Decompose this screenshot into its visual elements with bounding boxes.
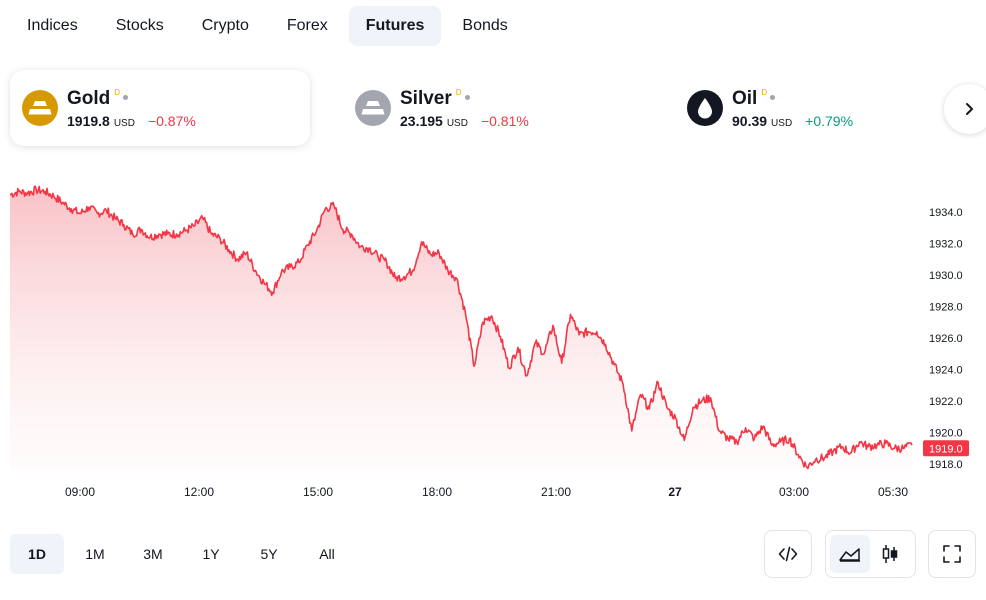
symbol-change: −0.87%	[147, 113, 196, 129]
y-tick-label: 1920.0	[929, 428, 963, 440]
range-selector: 1D 1M 3M 1Y 5Y All	[10, 534, 358, 574]
symbol-currency: USD	[771, 118, 793, 129]
code-icon	[778, 546, 798, 562]
symbol-card-gold[interactable]: Gold D 1919.8 USD −0.87%	[10, 70, 310, 146]
tab-stocks[interactable]: Stocks	[115, 17, 164, 34]
symbol-currency: USD	[113, 118, 135, 129]
x-tick-label: 09:00	[65, 485, 95, 499]
tab-futures[interactable]: Futures	[348, 6, 442, 46]
y-tick-label: 1928.0	[929, 302, 963, 314]
silver-bars-icon	[355, 90, 391, 126]
x-tick-label: 27	[668, 485, 682, 499]
tab-crypto[interactable]: Crypto	[201, 17, 249, 34]
symbol-change: −0.81%	[480, 113, 529, 129]
price-line	[9, 185, 913, 470]
x-tick-label: 15:00	[303, 485, 333, 499]
fullscreen-button[interactable]	[933, 535, 971, 573]
chart-style-group	[825, 530, 916, 578]
price-area	[10, 186, 912, 470]
y-tick-label: 1924.0	[929, 365, 963, 377]
symbol-card-silver[interactable]: Silver D 23.195 USD −0.81%	[343, 70, 643, 146]
range-1y[interactable]: 1Y	[202, 546, 220, 562]
price-chart[interactable]: 1934.0 1932.0 1930.0 1928.0 1926.0 1924.0 1922…	[0, 180, 986, 510]
candlestick-icon	[882, 545, 898, 563]
x-tick-label: 03:00	[779, 485, 809, 499]
range-5y[interactable]: 5Y	[260, 546, 278, 562]
last-price-text: 1919.0	[929, 443, 963, 455]
y-tick-label: 1934.0	[929, 207, 963, 219]
range-1d[interactable]: 1D	[10, 534, 64, 574]
symbol-card-oil[interactable]: Oil D 90.39 USD +0.79%	[675, 70, 975, 146]
area-chart-icon	[839, 548, 860, 562]
symbol-name: Gold	[67, 88, 111, 109]
tab-bonds[interactable]: Bonds	[462, 17, 508, 34]
y-tick-label: 1918.0	[929, 459, 963, 471]
symbol-currency: USD	[446, 118, 468, 129]
symbol-price: 90.39	[732, 113, 768, 129]
delayed-badge: D	[455, 88, 462, 97]
last-price-tag	[923, 440, 969, 457]
chevron-right-icon	[966, 103, 973, 115]
range-all[interactable]: All	[319, 546, 335, 562]
last-price-label: 1919.0	[923, 440, 969, 457]
embed-button[interactable]	[769, 535, 807, 573]
y-tick-label: 1932.0	[929, 239, 963, 251]
oil-drop-icon	[687, 90, 723, 126]
x-tick-label: 18:00	[422, 485, 452, 499]
fullscreen-group	[928, 530, 976, 578]
market-status-dot	[770, 95, 776, 100]
symbol-name: Silver	[400, 88, 452, 109]
candlestick-button[interactable]	[870, 535, 910, 573]
range-1m[interactable]: 1M	[85, 546, 105, 562]
x-tick-label: 12:00	[184, 485, 214, 499]
area-chart-button[interactable]	[830, 535, 870, 573]
next-symbols-button[interactable]	[944, 84, 986, 134]
y-tick-label: 1930.0	[929, 270, 963, 282]
y-tick-label: 1926.0	[929, 333, 963, 345]
gold-bars-icon	[22, 90, 58, 126]
market-status-dot	[123, 95, 129, 100]
delayed-badge: D	[114, 88, 121, 97]
market-tabs: Indices Stocks Crypto Forex Futures Bond…	[10, 6, 525, 46]
embed-group	[764, 530, 812, 578]
x-tick-label: 21:00	[541, 485, 571, 499]
fullscreen-icon	[943, 545, 961, 563]
tab-forex[interactable]: Forex	[286, 17, 328, 34]
symbol-change: +0.79%	[805, 113, 854, 129]
delayed-badge: D	[761, 88, 768, 97]
y-tick-label: 1922.0	[929, 396, 963, 408]
range-3m[interactable]: 3M	[143, 546, 163, 562]
time-axis: 09:00 12:00 15:00 18:00 21:00 27 03:00 05:30	[65, 485, 908, 499]
symbol-name: Oil	[732, 88, 758, 109]
price-axis: 1934.0 1932.0 1930.0 1928.0 1926.0 1924.0 1922…	[929, 207, 963, 471]
symbol-cards: Gold D 1919.8 USD −0.87% Silver D	[10, 70, 986, 146]
market-status-dot	[464, 95, 470, 100]
symbol-price: 1919.8	[67, 113, 110, 129]
tab-indices[interactable]: Indices	[27, 17, 78, 34]
x-tick-label: 05:30	[878, 485, 908, 499]
symbol-price: 23.195	[400, 113, 443, 129]
